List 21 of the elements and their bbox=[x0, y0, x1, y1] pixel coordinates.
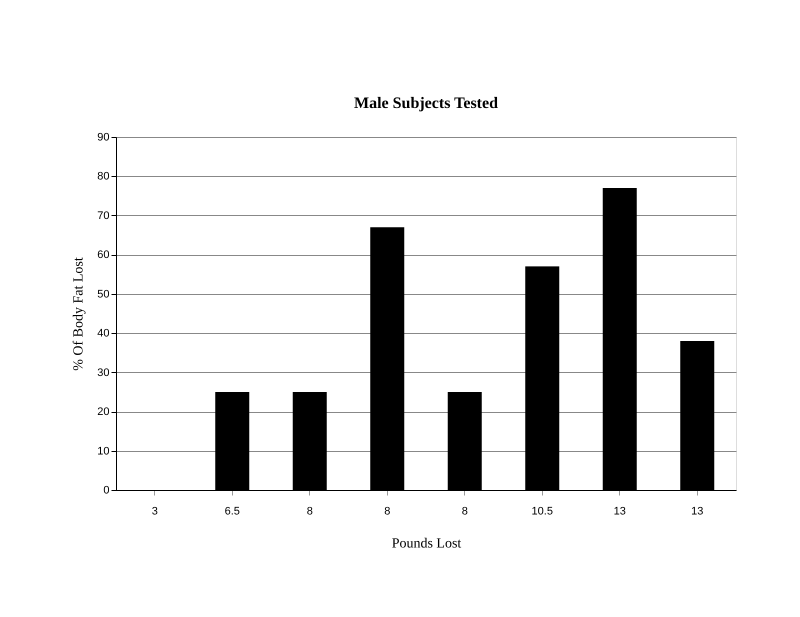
x-axis-title: Pounds Lost bbox=[392, 536, 462, 552]
x-tick-label: 13 bbox=[691, 506, 704, 518]
x-tick-label: 8 bbox=[462, 506, 468, 518]
x-tick-label: 3 bbox=[152, 506, 158, 518]
y-tick-label: 80 bbox=[97, 170, 110, 183]
y-tick-label: 10 bbox=[97, 445, 110, 458]
y-tick-label: 0 bbox=[103, 484, 110, 496]
x-tick-label: 8 bbox=[306, 506, 313, 518]
x-tick-label: 10.5 bbox=[532, 506, 553, 518]
y-axis-title: % Of Body Fat Lost bbox=[71, 257, 86, 371]
x-tick-label: 13 bbox=[614, 506, 626, 518]
y-tick-label: 40 bbox=[97, 328, 110, 340]
x-tick-label: 8 bbox=[384, 506, 390, 518]
x-tick-label: 6.5 bbox=[224, 506, 240, 518]
y-tick-label: 50 bbox=[97, 288, 110, 300]
y-tick-label: 30 bbox=[97, 366, 110, 379]
y-tick-label: 60 bbox=[97, 249, 110, 262]
chart-title: Male Subjects Tested bbox=[354, 95, 498, 112]
y-tick-label: 20 bbox=[97, 406, 110, 418]
y-tick-label: 90 bbox=[97, 132, 110, 144]
y-tick-label: 70 bbox=[97, 210, 110, 222]
